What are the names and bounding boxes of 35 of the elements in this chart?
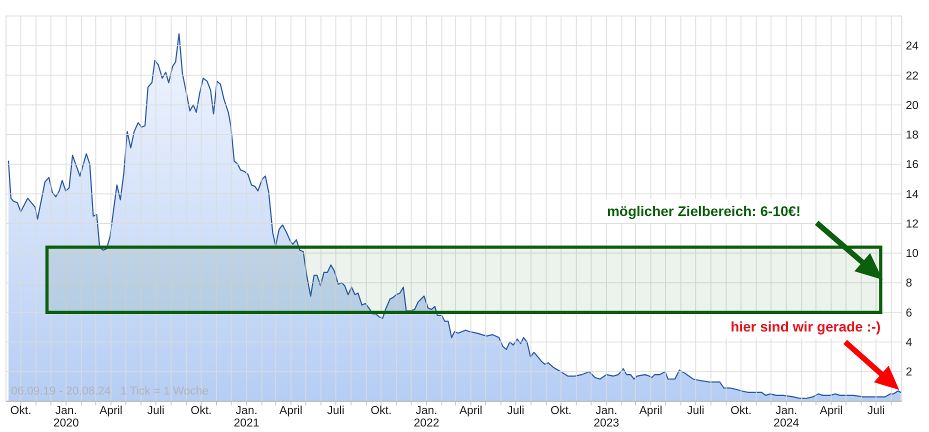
x-tick-label: Juli	[327, 404, 344, 417]
annotation: hier sind wir gerade :-)	[730, 318, 881, 334]
y-tick-label: 22	[906, 70, 918, 82]
x-tick-label: Okt.	[190, 404, 212, 417]
x-tick-label: April	[279, 404, 302, 417]
y-tick-label: 20	[906, 100, 918, 112]
x-tick-label: Jan. 2024	[774, 404, 800, 430]
x-tick-label: Okt.	[370, 404, 392, 417]
y-tick-label: 14	[906, 188, 920, 201]
y-tick-label: 16	[906, 159, 918, 172]
x-tick-label: Juli	[687, 404, 704, 417]
x-tick-label: Jan. 2020	[53, 404, 79, 430]
x-tick-label: Juli	[507, 404, 524, 417]
x-tick-label: April	[639, 404, 662, 417]
x-tick-label: Okt.	[10, 404, 32, 417]
x-tick-label: Jan. 2022	[414, 404, 440, 430]
x-tick-label: Okt.	[550, 404, 572, 417]
annotation: 06.09.19 - 20.08.24 1 Tick = 1 Woche	[11, 385, 209, 398]
x-tick-label: Jan. 2021	[234, 404, 260, 430]
y-tick-label: 4	[906, 337, 913, 350]
y-tick-label: 18	[906, 130, 918, 142]
x-tick-label: Juli	[867, 404, 885, 417]
x-tick-label: April	[459, 404, 482, 417]
y-tick-label: 24	[906, 40, 920, 53]
x-tick-label: April	[820, 404, 843, 417]
band-label: möglicher Zielbereich: 6-10€!	[606, 202, 801, 219]
y-tick-label: 10	[906, 248, 918, 260]
x-tick-label: Juli	[147, 404, 164, 417]
y-tick-label: 12	[906, 218, 918, 230]
x-tick-label: Okt.	[730, 404, 752, 417]
y-tick-label: 6	[906, 307, 912, 320]
y-tick-label: 2	[906, 366, 912, 379]
x-tick-label: Jan. 2023	[594, 404, 620, 430]
y-tick-label: 8	[906, 278, 912, 290]
x-tick-label: April	[99, 404, 123, 417]
